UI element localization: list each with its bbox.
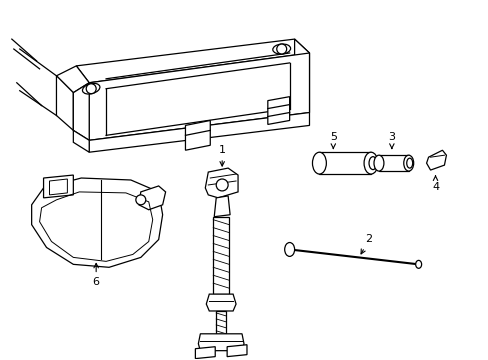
- Circle shape: [136, 195, 145, 205]
- Polygon shape: [206, 294, 236, 311]
- Polygon shape: [76, 39, 309, 83]
- Polygon shape: [73, 83, 89, 140]
- Circle shape: [276, 44, 286, 54]
- Polygon shape: [49, 179, 67, 195]
- Ellipse shape: [373, 155, 383, 171]
- Polygon shape: [185, 121, 210, 150]
- Ellipse shape: [415, 260, 421, 268]
- Text: 4: 4: [431, 176, 438, 192]
- Polygon shape: [89, 53, 309, 140]
- Polygon shape: [195, 347, 215, 359]
- Circle shape: [216, 179, 228, 191]
- Polygon shape: [319, 152, 370, 174]
- Ellipse shape: [406, 158, 412, 168]
- Ellipse shape: [284, 243, 294, 256]
- Polygon shape: [226, 345, 246, 357]
- Polygon shape: [294, 39, 309, 113]
- Polygon shape: [89, 113, 309, 152]
- Polygon shape: [32, 178, 163, 267]
- Text: 2: 2: [360, 234, 372, 254]
- Polygon shape: [198, 334, 244, 351]
- Polygon shape: [213, 217, 229, 294]
- Polygon shape: [214, 196, 230, 217]
- Ellipse shape: [272, 44, 290, 54]
- Polygon shape: [73, 130, 89, 152]
- Ellipse shape: [364, 152, 377, 174]
- Ellipse shape: [368, 157, 376, 170]
- Polygon shape: [216, 311, 225, 334]
- Text: 3: 3: [387, 132, 394, 148]
- Polygon shape: [56, 66, 89, 93]
- Ellipse shape: [312, 152, 325, 174]
- Polygon shape: [43, 175, 73, 198]
- Polygon shape: [56, 76, 73, 130]
- Polygon shape: [378, 155, 408, 171]
- Ellipse shape: [403, 155, 413, 171]
- Polygon shape: [267, 96, 289, 125]
- Ellipse shape: [82, 84, 100, 94]
- Polygon shape: [139, 186, 165, 210]
- Text: 5: 5: [329, 132, 336, 148]
- Polygon shape: [205, 168, 238, 198]
- Polygon shape: [426, 150, 446, 170]
- Text: 1: 1: [218, 145, 225, 166]
- Text: 6: 6: [92, 264, 100, 287]
- Circle shape: [86, 84, 96, 94]
